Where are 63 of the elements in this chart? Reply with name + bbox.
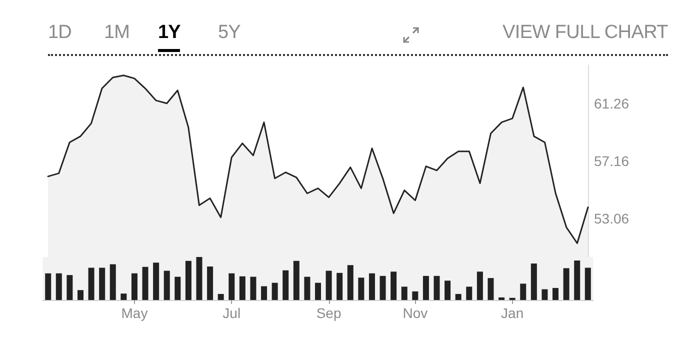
bar: [488, 278, 494, 300]
y-tick-label: 61.26: [594, 95, 630, 112]
bar: [584, 268, 591, 300]
bar: [261, 286, 268, 300]
y-tick-label: 53.06: [594, 210, 630, 226]
text: 5Y: [218, 22, 240, 45]
bar: [239, 276, 246, 300]
bar: [422, 276, 429, 300]
bar: [563, 268, 570, 300]
x-tick-label: Jul: [222, 305, 241, 321]
x-tick-label: May: [121, 305, 148, 321]
x-tick-label: Sep: [316, 305, 342, 321]
bar: [99, 268, 106, 300]
bar: [315, 282, 321, 300]
text: 1M: [104, 22, 130, 45]
bar: [304, 276, 310, 300]
bar: [498, 297, 505, 300]
bar: [218, 294, 224, 300]
bar: [368, 273, 375, 300]
bar: [380, 276, 386, 300]
bar: [347, 265, 354, 300]
bar: [174, 276, 181, 300]
bar: [530, 263, 537, 300]
bar: [45, 273, 52, 300]
text: VIEW FULL CHART: [502, 22, 668, 44]
bar: [358, 278, 364, 300]
bar: [66, 275, 73, 300]
y-tick-label: 57.16: [594, 152, 630, 169]
bar: [444, 280, 451, 300]
x-tick-label: Jan: [501, 305, 524, 321]
bar: [336, 272, 343, 300]
bar: [326, 270, 332, 300]
bar: [110, 264, 116, 300]
text: 1Y: [158, 22, 180, 52]
x-tick-label: Nov: [402, 305, 428, 321]
bar: [282, 270, 289, 300]
bar: [196, 257, 202, 300]
bar: [164, 270, 170, 300]
bar: [476, 272, 483, 300]
bar: [207, 266, 214, 300]
bar: [434, 276, 440, 300]
bar: [131, 273, 138, 300]
bar: [293, 260, 300, 300]
bar: [153, 262, 160, 300]
bar: [250, 276, 256, 300]
bar: [390, 272, 397, 300]
bar: [552, 288, 559, 300]
bar: [272, 282, 278, 300]
bar: [185, 260, 192, 300]
bar: [412, 291, 418, 300]
bar: [542, 289, 548, 300]
bar: [228, 273, 235, 300]
text: 1D: [48, 22, 72, 45]
bar: [401, 286, 408, 300]
bar: [56, 273, 62, 300]
bar: [574, 260, 580, 300]
bar: [466, 286, 472, 300]
bar: [120, 294, 127, 300]
bar: [520, 284, 526, 300]
bar: [142, 266, 148, 300]
bar: [77, 290, 84, 300]
bar: [88, 268, 94, 300]
bar: [455, 294, 462, 300]
